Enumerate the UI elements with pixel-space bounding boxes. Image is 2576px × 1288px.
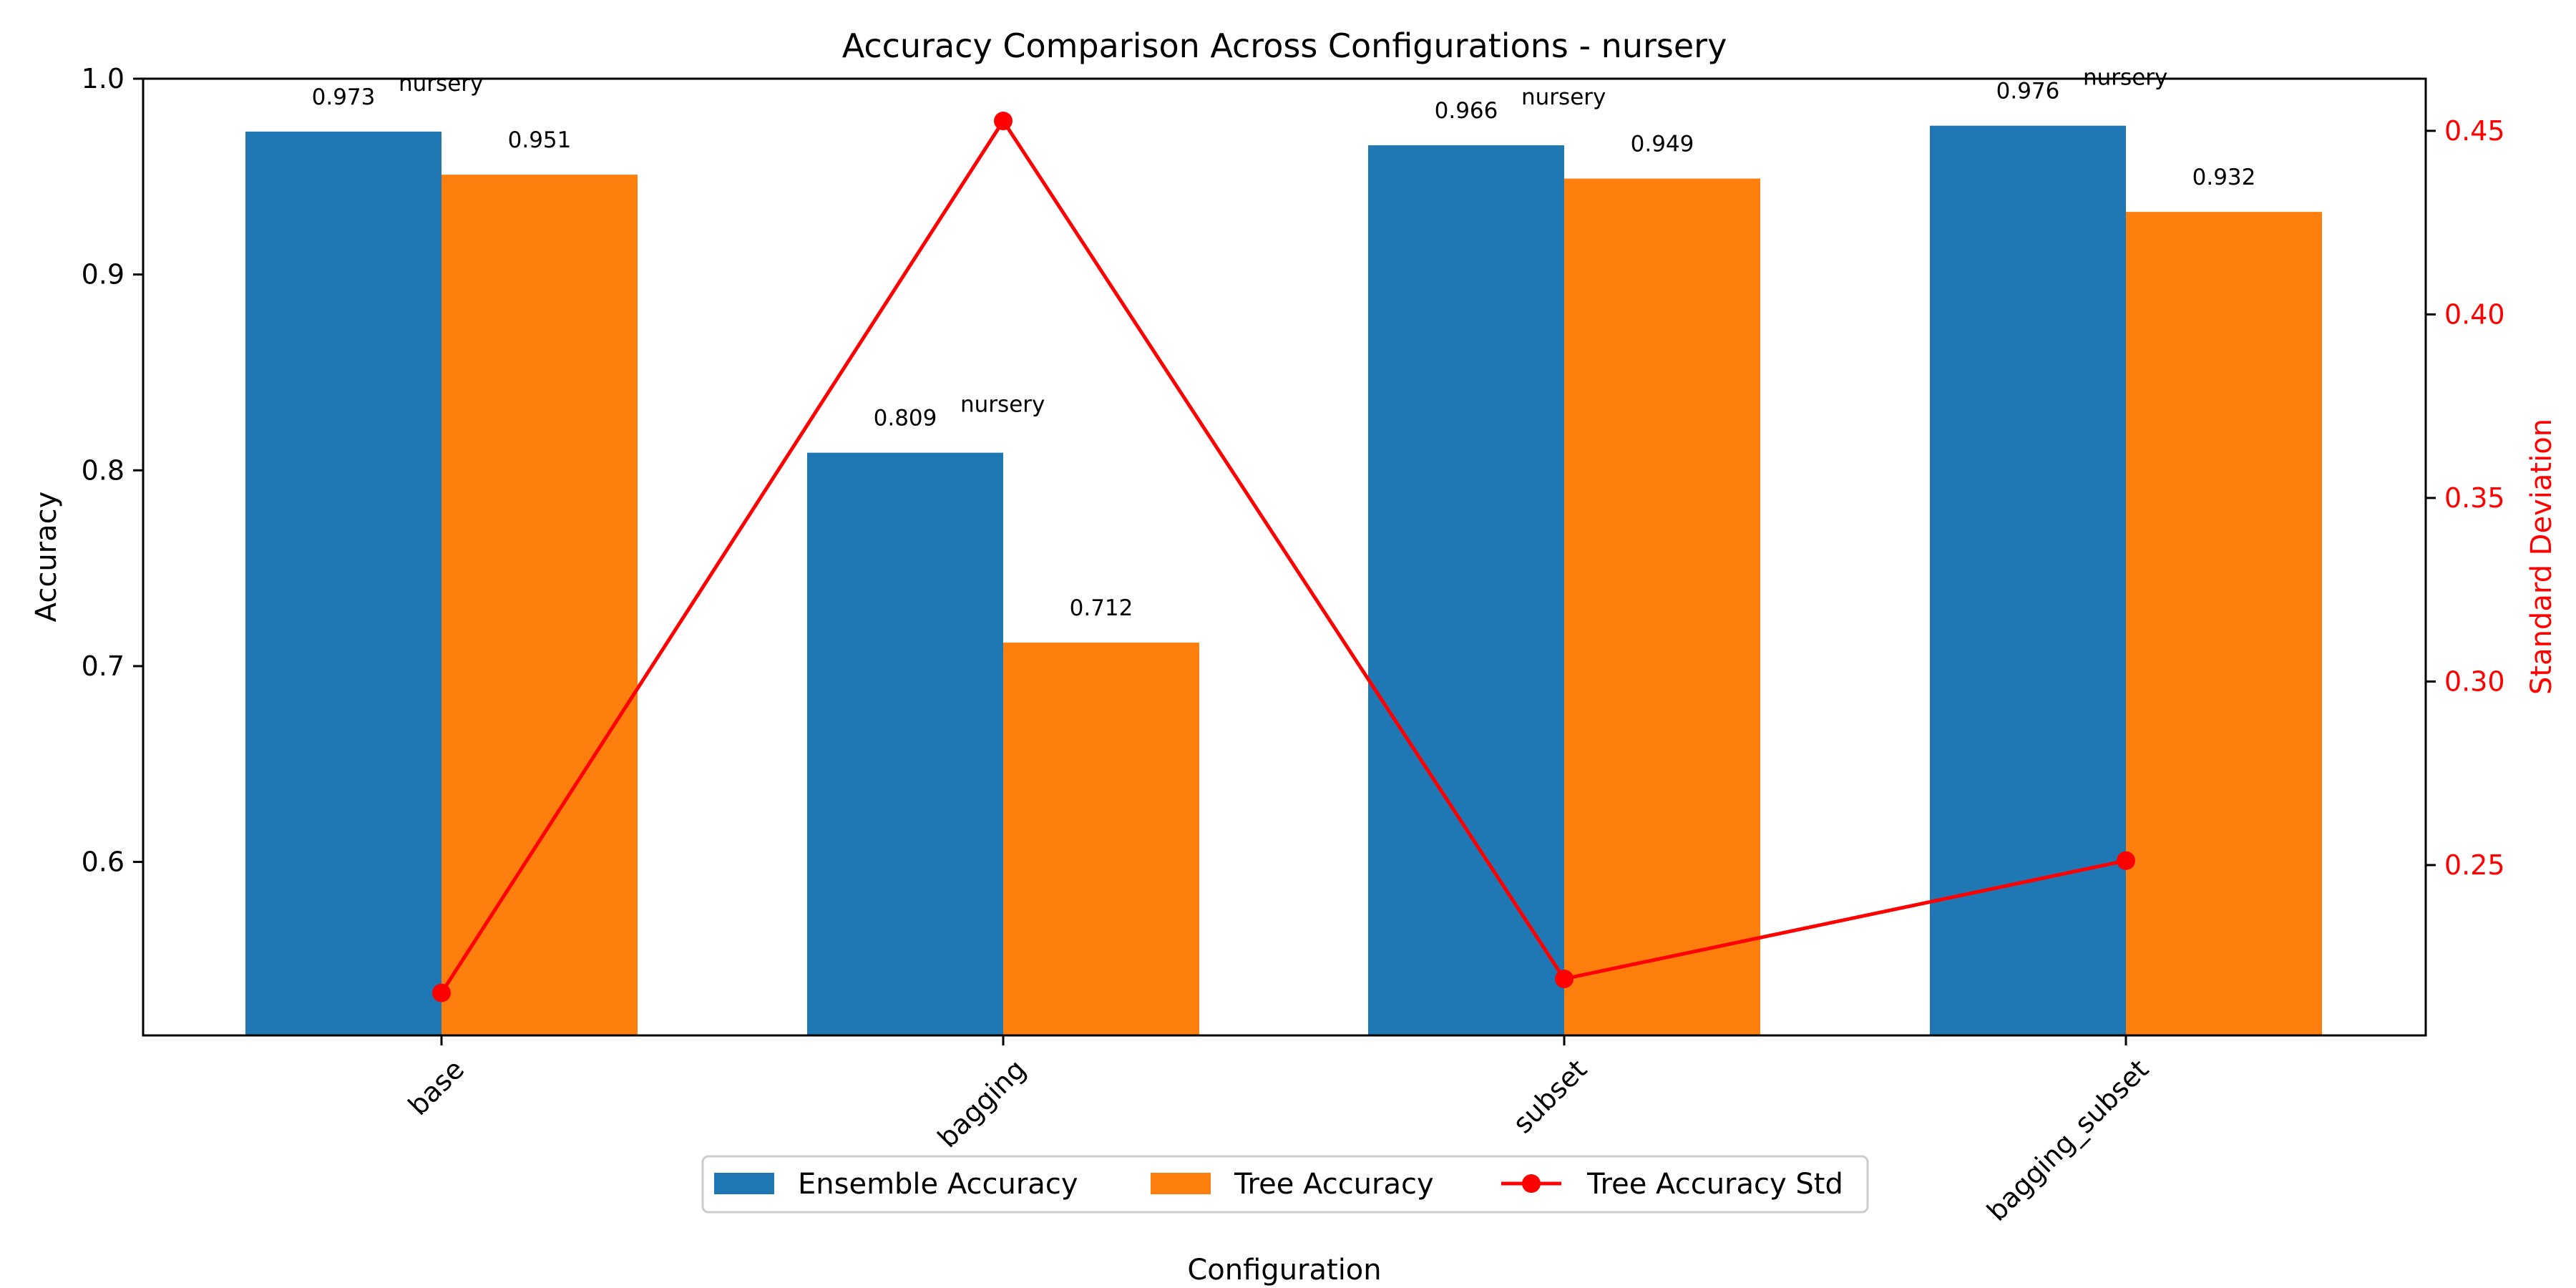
y2-axis-title: Standard Deviation bbox=[2525, 419, 2558, 695]
tree-bar-bagging_subset bbox=[2126, 212, 2322, 1036]
bars-layer bbox=[245, 125, 2322, 1036]
std-line bbox=[439, 119, 2127, 994]
std-point-base bbox=[432, 983, 451, 1002]
y2-tick-label: 0.40 bbox=[2444, 298, 2505, 330]
tree-value-label-bagging: 0.712 bbox=[1070, 595, 1133, 621]
legend-label-std: Tree Accuracy Std bbox=[1586, 1168, 1843, 1201]
ensemble-value-label-bagging_subset: 0.976 bbox=[1996, 79, 2060, 104]
y2-tick-label: 0.35 bbox=[2444, 482, 2505, 514]
legend-label-tree: Tree Accuracy bbox=[1234, 1168, 1434, 1201]
dataset-annotation-subset: nursery bbox=[1521, 84, 1606, 110]
legend-frame bbox=[701, 1155, 1869, 1214]
ensemble-value-label-subset: 0.966 bbox=[1435, 98, 1498, 124]
y2-tick-label: 0.45 bbox=[2444, 115, 2505, 147]
ensemble-value-label-base: 0.973 bbox=[312, 84, 376, 110]
ensemble-value-label-bagging: 0.809 bbox=[874, 406, 937, 431]
y-tick-label: 0.8 bbox=[82, 454, 125, 486]
legend-swatch-ensemble bbox=[714, 1173, 774, 1194]
ensemble-bar-bagging bbox=[807, 452, 1003, 1035]
legend-swatch-std-marker bbox=[1522, 1174, 1541, 1193]
y-tick-label: 0.6 bbox=[82, 847, 125, 878]
y-tick-label: 1.0 bbox=[82, 63, 125, 94]
legend-label-ensemble: Ensemble Accuracy bbox=[798, 1168, 1078, 1201]
tree-bar-base bbox=[441, 175, 638, 1035]
tree-value-label-bagging_subset: 0.932 bbox=[2192, 165, 2256, 190]
tree-value-label-subset: 0.949 bbox=[1631, 132, 1694, 157]
std-point-bagging_subset bbox=[2117, 851, 2135, 870]
y2-tick-label: 0.25 bbox=[2444, 849, 2505, 881]
y-axis-title: Accuracy bbox=[30, 492, 63, 623]
ensemble-bar-base bbox=[245, 131, 441, 1035]
x-axis-title: Configuration bbox=[1187, 1254, 1381, 1287]
y-tick-label: 0.9 bbox=[82, 259, 125, 291]
ensemble-bar-bagging_subset bbox=[1930, 125, 2126, 1036]
y-tick-label: 0.7 bbox=[82, 650, 125, 682]
legend: Ensemble Accuracy Tree Accuracy Tree Acc… bbox=[701, 1155, 1869, 1214]
std-point-subset bbox=[1555, 969, 1574, 988]
std-point-bagging bbox=[994, 112, 1013, 131]
ensemble-bar-subset bbox=[1368, 145, 1564, 1036]
dataset-annotation-base: nursery bbox=[399, 71, 483, 97]
legend-swatch-tree bbox=[1151, 1173, 1211, 1194]
tree-value-label-base: 0.951 bbox=[508, 127, 572, 153]
std-line-layer bbox=[432, 112, 2135, 1002]
tree-bar-bagging bbox=[1003, 643, 1199, 1035]
tree-bar-subset bbox=[1564, 178, 1760, 1035]
y2-tick-label: 0.30 bbox=[2444, 665, 2505, 697]
chart-title: Accuracy Comparison Across Configuration… bbox=[842, 26, 1727, 65]
plot-frame bbox=[142, 77, 2427, 1037]
dataset-annotation-bagging: nursery bbox=[960, 392, 1045, 418]
